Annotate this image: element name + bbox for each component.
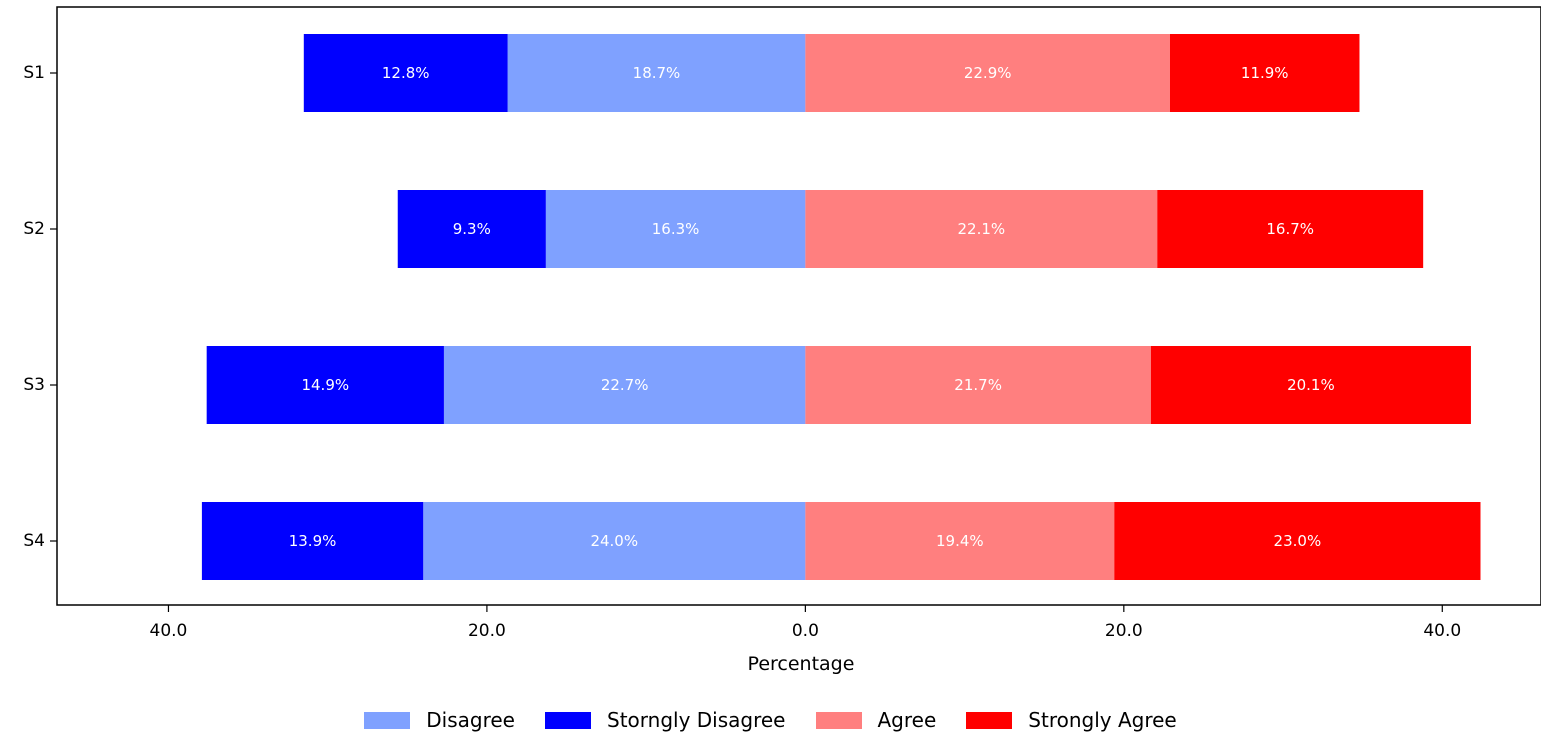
bar-s2-agree — [805, 190, 1158, 268]
bar-label-s1-storngly-disagree: 12.8% — [382, 64, 430, 82]
y-tick-label-s3: S3 — [23, 375, 45, 395]
bar-labels-layer: 18.7% 12.8% 22.9% 11.9% 16.3% 9.3% 22.1% 16.7% 2… — [289, 64, 1335, 550]
bar-label-s3-storngly-disagree: 14.9% — [301, 376, 349, 394]
bar-s1-agree — [805, 34, 1170, 112]
legend-item-strongly-disagree: Storngly Disagree — [545, 708, 786, 732]
y-axis: S1 S2 S3 S4 — [23, 63, 57, 551]
legend-label-agree: Agree — [877, 708, 937, 732]
legend-swatch-strongly-disagree — [545, 711, 591, 729]
plot-frame — [56, 6, 1541, 606]
legend-item-disagree: Disagree — [364, 708, 515, 732]
bar-s1-strongly-agree — [1170, 34, 1360, 112]
bar-s3-storngly-disagree — [206, 346, 444, 424]
legend-label-disagree: Disagree — [426, 708, 515, 732]
x-tick-label: 20.0 — [468, 621, 506, 641]
bar-s4-storngly-disagree — [201, 502, 424, 580]
bar-s2-strongly-agree — [1157, 190, 1424, 268]
y-tick-label-s1: S1 — [23, 63, 45, 83]
legend-item-agree: Agree — [815, 708, 937, 732]
bar-s4-strongly-agree — [1114, 502, 1481, 580]
bar-label-s2-strongly-agree: 16.7% — [1266, 220, 1314, 238]
legend-swatch-disagree — [364, 711, 411, 729]
bar-s3-strongly-agree — [1150, 346, 1471, 424]
bar-s2-disagree — [545, 190, 806, 268]
y-tick-label-s4: S4 — [23, 531, 45, 551]
legend: Disagree Storngly Disagree Agree Strongl… — [0, 700, 1541, 740]
x-axis-title: Percentage — [748, 653, 855, 675]
bar-label-s2-agree: 22.1% — [957, 220, 1005, 238]
bar-label-s3-disagree: 22.7% — [601, 376, 649, 394]
bar-label-s2-storngly-disagree: 9.3% — [453, 220, 491, 238]
bar-s3-agree — [805, 346, 1151, 424]
bar-s4-agree — [805, 502, 1115, 580]
legend-swatch-agree — [815, 711, 862, 729]
bar-s4-disagree — [423, 502, 806, 580]
legend-label-strongly-agree: Strongly Agree — [1028, 708, 1177, 732]
bar-label-s4-agree: 19.4% — [936, 532, 984, 550]
bar-label-s3-strongly-agree: 20.1% — [1287, 376, 1335, 394]
bar-label-s3-agree: 21.7% — [954, 376, 1002, 394]
bar-label-s4-strongly-agree: 23.0% — [1274, 532, 1322, 550]
legend-label-strongly-disagree: Storngly Disagree — [607, 708, 786, 732]
bar-s2-storngly-disagree — [397, 190, 546, 268]
x-axis: 40.0 20.0 0.0 20.0 40.0 — [150, 605, 1461, 641]
bar-label-s1-agree: 22.9% — [964, 64, 1012, 82]
x-tick-label: 40.0 — [150, 621, 188, 641]
bar-label-s2-disagree: 16.3% — [652, 220, 700, 238]
bars-layer — [201, 34, 1481, 580]
bar-label-s4-disagree: 24.0% — [590, 532, 638, 550]
x-tick-label: 0.0 — [792, 621, 819, 641]
x-tick-label: 20.0 — [1105, 621, 1143, 641]
y-tick-label-s2: S2 — [23, 219, 45, 239]
bar-label-s1-strongly-agree: 11.9% — [1241, 64, 1289, 82]
bar-s3-disagree — [443, 346, 806, 424]
bar-label-s4-storngly-disagree: 13.9% — [289, 532, 337, 550]
legend-item-strongly-agree: Strongly Agree — [966, 708, 1177, 732]
bar-s1-storngly-disagree — [303, 34, 508, 112]
bar-s1-disagree — [507, 34, 806, 112]
x-tick-label: 40.0 — [1423, 621, 1461, 641]
legend-swatch-strongly-agree — [966, 711, 1013, 729]
bar-label-s1-disagree: 18.7% — [633, 64, 681, 82]
